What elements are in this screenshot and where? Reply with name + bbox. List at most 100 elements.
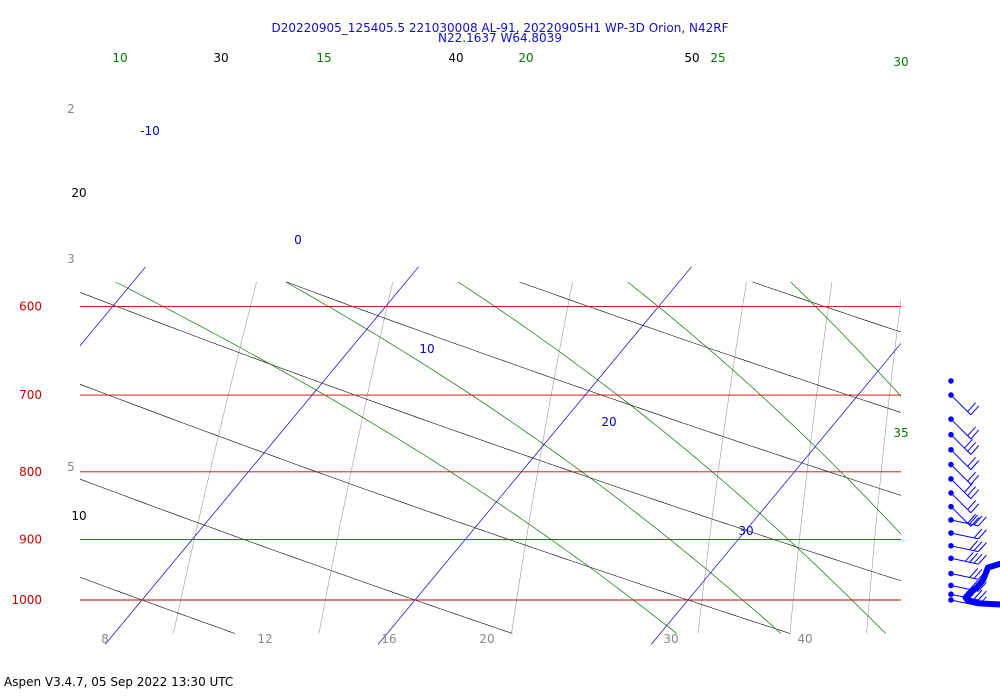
wind-barb-feather — [969, 540, 978, 551]
wind-barbs — [948, 378, 987, 607]
dewpoint-profile-line — [962, 560, 1000, 608]
wind-barb-feather — [964, 483, 973, 493]
dry-adiabat — [752, 281, 901, 333]
mixing-ratio-label: 16 — [381, 632, 396, 646]
moist-adiabat-label: 20 — [518, 51, 533, 65]
wind-barb — [948, 416, 980, 440]
isotherm — [651, 342, 901, 645]
moist-adiabat — [790, 281, 901, 397]
wind-barb-feather — [970, 405, 980, 416]
dry-adiabats — [80, 281, 901, 634]
wind-barb-feather — [964, 587, 974, 598]
dry-adiabat-label: 30 — [213, 51, 228, 65]
wind-barb-shaft — [950, 557, 979, 565]
wind-barb — [948, 568, 987, 580]
wind-barb-shaft — [950, 449, 972, 470]
moist-adiabats — [115, 281, 1000, 634]
pressure-tick-label: 900 — [19, 532, 42, 546]
wind-barb — [948, 490, 980, 514]
pressure-tick-label: 600 — [19, 299, 42, 313]
wind-barb-feather — [970, 503, 980, 514]
wind-barb-feather — [969, 594, 978, 605]
mixing-ratio-line — [990, 282, 1000, 634]
isotherm-label: 30 — [738, 524, 753, 538]
mixing-ratio-label: 3 — [67, 252, 75, 266]
wind-barb-feather — [978, 542, 987, 552]
dry-adiabat — [80, 478, 513, 634]
wind-barb-feather — [969, 580, 978, 590]
dry-adiabat — [519, 281, 901, 413]
software-footer: Aspen V3.4.7, 05 Sep 2022 13:30 UTC — [4, 675, 234, 689]
moist-adiabat — [627, 281, 901, 535]
isotherm — [105, 266, 419, 645]
wind-barb-feather — [978, 581, 987, 592]
moist-adiabat — [457, 281, 886, 634]
wind-barb-feather — [973, 541, 983, 552]
wind-barb-feather — [973, 569, 983, 579]
mixing-ratio-label: 30 — [663, 632, 678, 646]
isotherm-label: 20 — [601, 415, 616, 429]
mixing-ratio-line — [318, 281, 393, 634]
mixing-ratio-lines — [173, 281, 1000, 634]
mixing-ratio-line — [697, 281, 747, 634]
dewpoint-point — [965, 598, 971, 604]
mixing-ratio-label: 20 — [479, 632, 494, 646]
wind-barb-feather — [970, 475, 980, 485]
dry-adiabat-label: 20 — [71, 186, 86, 200]
moist-adiabat-label: 15 — [316, 51, 331, 65]
wind-barb — [948, 551, 987, 565]
mixing-ratio-line — [866, 298, 901, 634]
dry-adiabat — [286, 281, 901, 496]
wind-barb-feather — [967, 402, 977, 413]
dry-adiabat-label: 40 — [448, 51, 463, 65]
wind-barb-feather — [967, 513, 977, 524]
mixing-ratio-label: 40 — [797, 632, 812, 646]
wind-barb-feather — [973, 595, 983, 606]
wind-barb — [948, 580, 987, 592]
moist-adiabat-label: 10 — [112, 51, 127, 65]
wind-barb-feather — [969, 514, 978, 525]
wind-barb-feather — [973, 581, 983, 591]
wind-barb — [948, 431, 980, 455]
wind-barb-feather — [970, 460, 980, 470]
wind-barb-feather — [964, 551, 974, 562]
wind-barb — [948, 476, 980, 500]
wind-barb-shaft — [950, 418, 972, 440]
dewpoint-point — [985, 564, 991, 570]
isotherm-label: -10 — [140, 124, 160, 138]
wind-barb-feather — [973, 515, 983, 526]
dry-adiabat — [80, 291, 901, 582]
moist-adiabat-label: 30 — [893, 55, 908, 69]
mixing-ratio-line — [789, 281, 833, 634]
wind-barb-feather — [978, 570, 987, 580]
wind-barb — [948, 378, 954, 384]
wind-barb-feather — [973, 528, 983, 539]
dry-adiabat-label: 50 — [684, 51, 699, 65]
chart-title-line2: N22.1637 W64.8039 — [438, 31, 562, 45]
moist-adiabat — [946, 282, 1000, 634]
dry-adiabat — [80, 576, 236, 634]
wind-barb — [948, 594, 987, 607]
wind-barb-feather — [978, 529, 987, 540]
wind-barb — [948, 540, 987, 553]
wind-barb — [948, 514, 987, 527]
isobars — [80, 306, 901, 601]
wind-barb — [948, 461, 980, 485]
wind-barb-feather — [970, 429, 980, 440]
wind-barb-feather — [969, 552, 978, 563]
wind-barb-station — [948, 378, 954, 384]
wind-barb-feather — [970, 445, 980, 455]
dry-adiabat — [80, 383, 791, 634]
wind-barb-shaft — [950, 394, 972, 416]
wind-barb — [948, 528, 987, 540]
wind-barb-feather — [967, 457, 977, 467]
mixing-ratio-label: 5 — [67, 460, 75, 474]
moist-adiabat — [285, 281, 782, 634]
wind-barb-feather — [978, 516, 987, 527]
wind-barb-feather — [970, 489, 980, 500]
wind-barb-shaft — [950, 584, 979, 592]
isotherm-label: 10 — [419, 342, 434, 356]
wind-barb-feather — [967, 486, 977, 496]
wind-barb-feather — [967, 500, 977, 510]
wind-barb-shaft — [950, 519, 979, 527]
